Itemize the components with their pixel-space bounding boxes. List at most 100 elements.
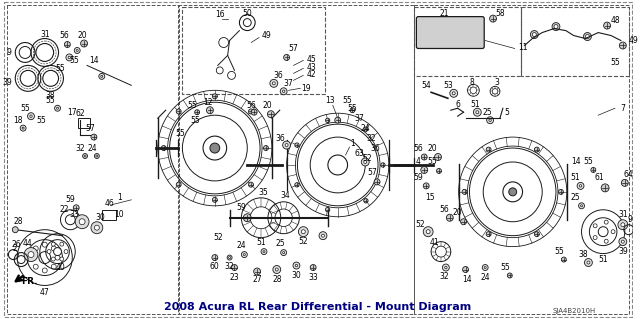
- Circle shape: [593, 224, 597, 228]
- Circle shape: [586, 34, 589, 39]
- Circle shape: [452, 92, 455, 95]
- Text: 56: 56: [60, 31, 69, 40]
- Text: 55: 55: [175, 129, 186, 137]
- Circle shape: [283, 141, 291, 149]
- Circle shape: [212, 94, 218, 99]
- Text: 52: 52: [213, 233, 223, 242]
- Circle shape: [42, 242, 47, 247]
- Circle shape: [22, 127, 24, 129]
- Text: 17: 17: [67, 108, 77, 117]
- Text: 24: 24: [481, 273, 490, 282]
- Text: 41: 41: [429, 238, 439, 247]
- Circle shape: [486, 232, 491, 237]
- Text: 3: 3: [495, 78, 499, 87]
- Text: 24: 24: [87, 144, 97, 152]
- Circle shape: [280, 88, 287, 95]
- Text: 31: 31: [40, 30, 49, 39]
- Circle shape: [423, 227, 433, 237]
- Circle shape: [559, 189, 563, 194]
- Text: 28: 28: [13, 217, 23, 226]
- Bar: [415, 5, 628, 314]
- Circle shape: [282, 90, 285, 93]
- Text: 45: 45: [307, 55, 316, 64]
- Bar: [102, 210, 116, 220]
- Bar: [520, 7, 628, 76]
- Text: 55: 55: [348, 104, 357, 113]
- Circle shape: [243, 254, 245, 256]
- Text: 55: 55: [500, 263, 509, 272]
- Circle shape: [604, 239, 608, 243]
- Circle shape: [326, 207, 330, 212]
- Circle shape: [176, 182, 181, 187]
- Text: 54: 54: [421, 81, 431, 90]
- Circle shape: [60, 257, 64, 261]
- Circle shape: [462, 189, 467, 194]
- Circle shape: [430, 22, 452, 43]
- Text: 64: 64: [624, 170, 634, 179]
- Circle shape: [248, 109, 253, 114]
- Text: 52: 52: [415, 220, 425, 229]
- Circle shape: [252, 109, 257, 115]
- Text: 39: 39: [618, 247, 628, 256]
- Circle shape: [28, 113, 35, 120]
- Text: 37: 37: [355, 114, 364, 123]
- Text: 42: 42: [307, 70, 316, 79]
- Text: 5: 5: [504, 108, 509, 117]
- Circle shape: [611, 230, 615, 234]
- Circle shape: [474, 108, 481, 116]
- Circle shape: [584, 33, 591, 41]
- Text: 55: 55: [56, 64, 65, 73]
- Text: 59: 59: [65, 195, 75, 204]
- Text: 49: 49: [262, 31, 272, 40]
- Circle shape: [84, 155, 86, 157]
- Text: 49: 49: [628, 36, 639, 45]
- Circle shape: [381, 163, 385, 167]
- Text: 30: 30: [292, 271, 301, 280]
- Text: 19: 19: [301, 84, 311, 93]
- Text: 10: 10: [115, 210, 124, 219]
- Circle shape: [284, 55, 289, 60]
- Circle shape: [295, 264, 298, 267]
- Text: 11: 11: [518, 43, 528, 52]
- Circle shape: [618, 220, 628, 230]
- Text: 56: 56: [413, 144, 423, 152]
- Bar: [415, 7, 520, 76]
- Text: 55: 55: [610, 58, 620, 67]
- Circle shape: [295, 143, 299, 147]
- Circle shape: [55, 255, 60, 260]
- Circle shape: [99, 73, 105, 79]
- Text: 51: 51: [470, 100, 480, 109]
- Text: 14: 14: [463, 275, 472, 284]
- Circle shape: [364, 127, 368, 131]
- Circle shape: [423, 183, 429, 189]
- Circle shape: [374, 179, 380, 185]
- Circle shape: [60, 242, 64, 246]
- Circle shape: [24, 248, 38, 262]
- Circle shape: [486, 147, 491, 152]
- Circle shape: [275, 268, 278, 271]
- Circle shape: [212, 255, 218, 261]
- Text: 9: 9: [6, 48, 12, 57]
- Text: 44: 44: [22, 239, 32, 248]
- Circle shape: [66, 54, 73, 61]
- Text: 37: 37: [284, 79, 294, 88]
- Text: 33: 33: [308, 273, 318, 282]
- Text: 56: 56: [439, 205, 449, 214]
- Circle shape: [531, 31, 538, 39]
- Text: 63: 63: [355, 149, 364, 158]
- Text: 62: 62: [76, 109, 85, 118]
- Circle shape: [420, 167, 428, 174]
- Text: 36: 36: [276, 134, 285, 143]
- Circle shape: [298, 227, 308, 237]
- Circle shape: [29, 255, 35, 260]
- Circle shape: [450, 89, 458, 97]
- Circle shape: [273, 82, 275, 85]
- Circle shape: [161, 145, 166, 151]
- Text: 23: 23: [230, 273, 239, 282]
- Text: 51: 51: [571, 174, 580, 182]
- Circle shape: [619, 238, 627, 246]
- Text: 33: 33: [69, 210, 79, 219]
- Text: 60: 60: [210, 262, 220, 271]
- Text: 32: 32: [76, 144, 85, 152]
- Circle shape: [91, 222, 103, 234]
